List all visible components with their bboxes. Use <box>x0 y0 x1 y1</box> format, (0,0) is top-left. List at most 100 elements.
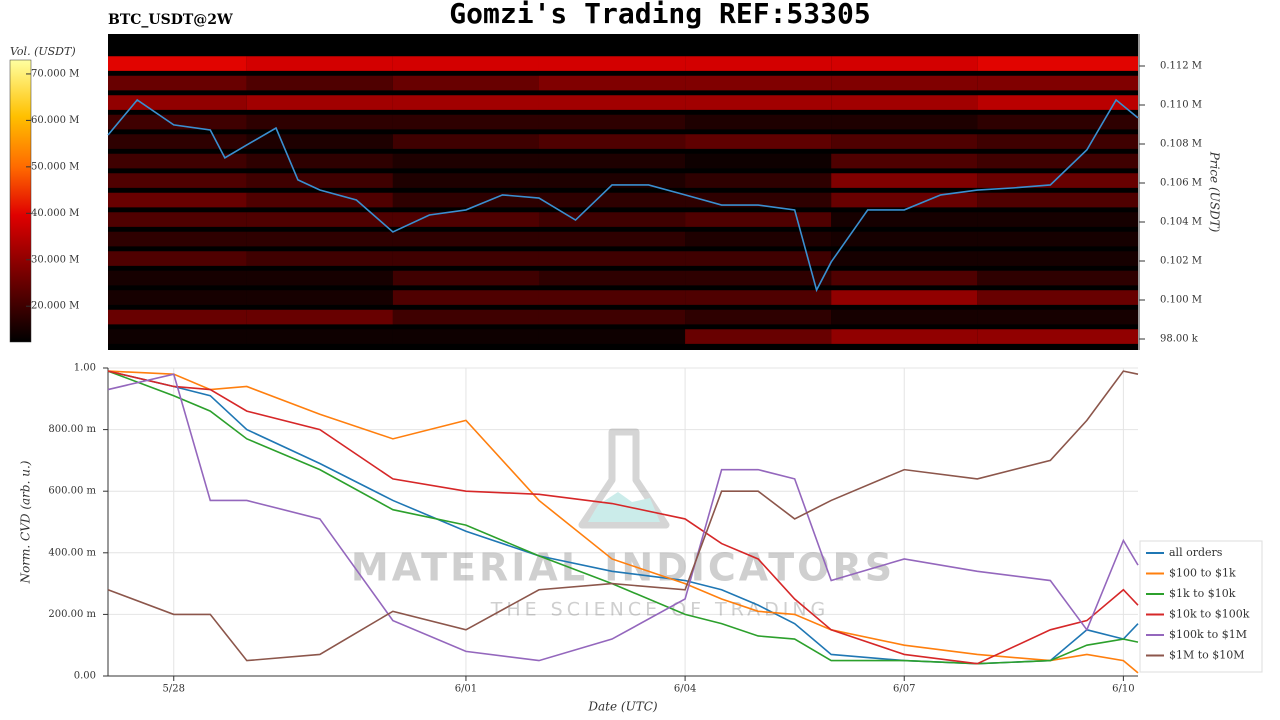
heatmap-cell <box>392 329 539 344</box>
x-tick-label: 6/07 <box>893 684 915 695</box>
heatmap-cell <box>538 270 686 286</box>
y-axis-label: Price (USDT) <box>1208 151 1222 233</box>
heatmap-cell <box>538 56 686 71</box>
colorbar-tick-label: 70.000 M <box>31 68 79 79</box>
heatmap-cell <box>831 270 978 286</box>
heatmap-cell <box>831 192 978 208</box>
x-tick-label: 6/01 <box>455 684 477 695</box>
heatmap-cell <box>685 134 832 149</box>
watermark-text: MATERIAL INDICATORS <box>351 546 895 590</box>
y-axis-label: Norm. CVD (arb. u.) <box>19 460 33 584</box>
series-line <box>107 370 1139 662</box>
heatmap-cell <box>108 173 247 188</box>
heatmap-cell <box>392 134 539 149</box>
heatmap-cell <box>977 231 1138 247</box>
heatmap-cell <box>246 329 393 344</box>
heatmap-cell <box>246 309 393 325</box>
colorbar-label: Vol. (USDT) <box>10 45 76 58</box>
heatmap-cell <box>685 270 832 286</box>
heatmap-cell <box>392 114 539 130</box>
heatmap-cell <box>108 192 247 208</box>
y-tick-label: 0.110 M <box>1160 100 1202 111</box>
heatmap-cell <box>246 290 393 305</box>
heatmap-cell <box>246 173 393 188</box>
y-tick-label: 98.00 k <box>1160 334 1199 345</box>
heatmap-cell <box>831 95 978 110</box>
chart-title: Gomzi's Trading REF:53305 <box>449 0 870 30</box>
legend-label: $100 to $1k <box>1169 567 1236 580</box>
heatmap-cell <box>246 95 393 110</box>
heatmap-cell <box>108 270 247 286</box>
y-tick-label: 800.00 m <box>48 424 96 435</box>
heatmap-cell <box>831 329 978 344</box>
heatmap-cell <box>538 309 686 325</box>
heatmap-cell <box>246 114 393 130</box>
heatmap-cell <box>831 309 978 325</box>
heatmap-cell <box>108 329 247 344</box>
series-line <box>107 370 1139 665</box>
y-tick-label: 0.112 M <box>1160 60 1202 71</box>
heatmap-cell <box>108 95 247 110</box>
heatmap-cell <box>392 231 539 247</box>
line-chart-area: 0.00 200.00 m 400.00 m 600.00 m 800.00 m 1.00… <box>48 363 1138 695</box>
heatmap-cell <box>392 75 539 91</box>
heatmap-cell <box>685 114 832 130</box>
heatmap-cell <box>246 270 393 286</box>
heatmap-cell <box>685 153 832 169</box>
heatmap-cell <box>685 251 832 266</box>
heatmap-cell <box>538 192 686 208</box>
heatmap-cell <box>246 56 393 71</box>
heatmap-cell <box>108 309 247 325</box>
legend-label: $1M to $10M <box>1169 649 1245 662</box>
heatmap-cell <box>108 134 247 149</box>
y-tick-label: 600.00 m <box>48 486 96 497</box>
heatmap-cell <box>685 309 832 325</box>
heatmap-cell <box>685 95 832 110</box>
colorbar-tick-label: 60.000 M <box>31 115 79 126</box>
heatmap-cell <box>392 290 539 305</box>
price-line <box>107 98 1139 293</box>
heatmap-cell <box>392 212 539 227</box>
series-lines <box>107 370 1139 674</box>
heatmap-cell <box>977 114 1138 130</box>
heatmap-cell <box>977 309 1138 325</box>
heatmap-cell <box>977 134 1138 149</box>
heatmap-cell <box>831 251 978 266</box>
heatmap-cell <box>831 231 978 247</box>
legend-label: $100k to $1M <box>1169 628 1247 641</box>
heatmap-cell <box>392 192 539 208</box>
heatmap-cell <box>977 290 1138 305</box>
heatmap-cell <box>831 134 978 149</box>
heatmap-cell <box>538 329 686 344</box>
heatmap-cell <box>108 75 247 91</box>
y-tick-label: 0.102 M <box>1160 256 1202 267</box>
heatmap-cell <box>685 212 832 227</box>
heatmap-cell <box>392 153 539 169</box>
heatmap-cell <box>685 56 832 71</box>
heatmap-cell <box>392 270 539 286</box>
heatmap-cell <box>538 153 686 169</box>
y-tick-label: 0.00 <box>74 671 96 682</box>
heatmap-cell <box>538 134 686 149</box>
legend-label: $1k to $10k <box>1169 587 1236 600</box>
watermark: MATERIAL INDICATORS THE SCIENCE OF TRADI… <box>351 428 895 621</box>
heatmap-cell <box>246 212 393 227</box>
heatmap-cell <box>246 75 393 91</box>
heatmap-cell <box>108 153 247 169</box>
heatmap-cell <box>685 75 832 91</box>
series-line <box>107 370 1139 665</box>
legend-label: $10k to $100k <box>1169 608 1250 621</box>
heatmap-cell <box>392 95 539 110</box>
heatmap-cell <box>977 251 1138 266</box>
heatmap-cell <box>977 270 1138 286</box>
x-axis-label: Date (UTC) <box>587 700 657 714</box>
y-tick-label: 200.00 m <box>48 609 96 620</box>
y-tick-label: 0.108 M <box>1160 139 1202 150</box>
colorbar-tick-label: 40.000 M <box>31 208 79 219</box>
heatmap-cell <box>538 212 686 227</box>
heatmap-cell <box>538 95 686 110</box>
heatmap-cell <box>108 56 247 71</box>
heatmap-area: 98.00 k 0.100 M 0.102 M 0.104 M 0.106 M 0.108… <box>26 34 1202 350</box>
heatmap-cell <box>977 192 1138 208</box>
colorbar-tick-label: 30.000 M <box>31 254 79 265</box>
